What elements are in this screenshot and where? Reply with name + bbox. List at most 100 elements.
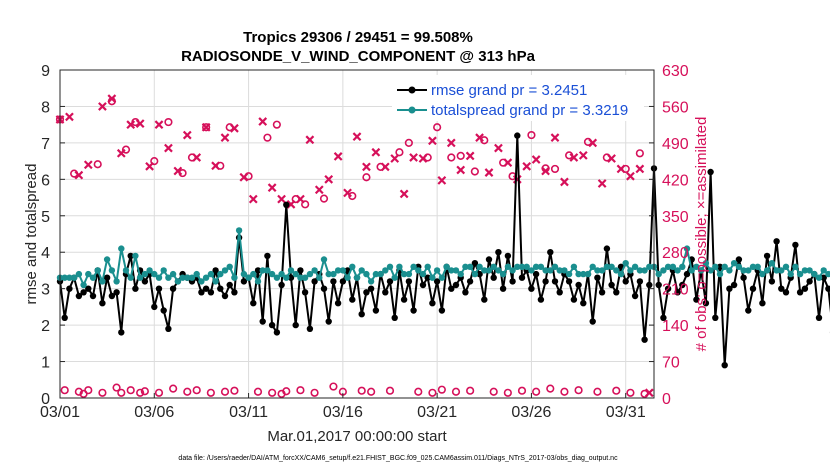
rmse-point — [509, 278, 516, 285]
totalspread-point — [108, 267, 116, 274]
totalspread-point — [584, 270, 592, 278]
rmse-point — [528, 285, 535, 292]
totalspread-point — [349, 263, 356, 270]
x-tick-label: 03/26 — [511, 404, 551, 421]
rmse-point — [405, 278, 413, 285]
totalspread-point — [311, 267, 318, 274]
y-tick-label-right: 140 — [662, 318, 689, 335]
totalspread-point — [344, 274, 351, 281]
rmse-point — [716, 263, 724, 270]
rmse-point — [749, 285, 757, 292]
rmse-point — [565, 278, 573, 285]
totalspread-point — [471, 270, 479, 278]
x-axis-label: Mar.01,2017 00:00:00 start — [267, 428, 447, 445]
obs-possible-point — [560, 387, 569, 396]
obs-possible-point — [272, 120, 281, 129]
obs-assimilated-point — [239, 172, 249, 182]
rmse-point — [231, 289, 238, 296]
rmse-point — [471, 260, 479, 267]
totalspread-point — [523, 263, 530, 270]
rmse-point — [419, 281, 427, 289]
totalspread-point — [424, 263, 431, 270]
totalspread-point — [485, 267, 493, 274]
rmse-point — [721, 362, 728, 369]
rmse-point — [113, 289, 120, 296]
obs-possible-point — [362, 173, 371, 182]
y-tick-label: 7 — [41, 136, 50, 153]
obs-possible-point — [121, 145, 131, 154]
totalspread-point — [250, 270, 257, 278]
totalspread-point — [499, 270, 507, 278]
totalspread-point — [278, 270, 285, 278]
y-axis-right: 0 70 140 210 280 350 420 490 560 630 — [649, 63, 689, 408]
totalspread-point — [796, 270, 804, 278]
obs-assimilated-point — [230, 123, 239, 133]
totalspread-point — [815, 274, 823, 281]
rmse-point — [683, 270, 691, 278]
totalspread-point — [745, 267, 752, 274]
totalspread-point — [792, 263, 799, 270]
totalspread-point — [433, 267, 441, 274]
totalspread-point — [617, 270, 625, 278]
obs-assimilated-point — [399, 189, 409, 199]
totalspread-point — [169, 270, 177, 278]
rmse-point — [297, 267, 304, 274]
totalspread-point — [316, 274, 323, 281]
totalspread-point — [306, 270, 314, 278]
data-file-footer: data file: /Users/raeder/DAI/ATM_forcXX/… — [178, 455, 618, 462]
rmse-point — [712, 314, 719, 321]
rmse-point — [782, 289, 790, 296]
rmse-point — [603, 245, 611, 252]
obs-possible-point — [635, 149, 644, 158]
totalspread-point — [358, 267, 365, 274]
obs-assimilated-point — [116, 148, 126, 158]
obs-assimilated-point — [569, 153, 579, 162]
rmse-point — [778, 285, 785, 292]
rmse-point — [386, 278, 394, 285]
totalspread-point — [518, 263, 526, 270]
obs-assimilated-point — [371, 147, 381, 157]
rmse-point — [664, 285, 672, 292]
totalspread-point — [613, 267, 620, 274]
rmse-point — [537, 296, 545, 303]
obs-possible-point — [220, 387, 230, 396]
totalspread-point — [396, 263, 403, 270]
rmse-point — [334, 300, 342, 307]
obs-assimilated-point — [446, 138, 456, 148]
totalspread-point — [217, 270, 224, 278]
rmse-point — [660, 314, 667, 321]
obs-assimilated-point — [211, 161, 220, 171]
legend-box — [392, 75, 644, 121]
totalspread-point — [113, 278, 120, 285]
obs-assimilated-point — [74, 170, 84, 180]
obs-possible-point — [414, 387, 423, 396]
totalspread-point — [466, 263, 474, 270]
obs-possible-point — [164, 117, 173, 127]
obs-possible-point — [367, 387, 376, 396]
totalspread-point — [429, 274, 436, 281]
y-tick-label: 2 — [41, 318, 50, 335]
totalspread-point — [570, 263, 578, 270]
totalspread-point — [462, 263, 469, 270]
rmse-point — [207, 289, 215, 296]
obs-assimilated-point — [428, 136, 437, 146]
totalspread-point — [103, 256, 111, 263]
x-tick-label: 03/11 — [229, 404, 268, 421]
rmse-point — [339, 278, 347, 285]
rmse-point — [641, 336, 648, 343]
rmse-point — [613, 289, 620, 296]
totalspread-point — [768, 260, 776, 267]
rmse-point — [532, 270, 540, 278]
rmse-point — [598, 289, 606, 296]
y-tick-label-right: 350 — [662, 209, 689, 226]
obs-assimilated-point — [201, 122, 211, 132]
obs-possible-point — [136, 388, 145, 397]
rmse-point — [462, 289, 469, 296]
rmse-point — [264, 252, 271, 260]
rmse-point — [165, 325, 172, 332]
y-tick-label-right: 70 — [662, 355, 680, 372]
rmse-point — [99, 300, 106, 307]
rmse-point — [108, 292, 116, 300]
rmse-point — [273, 329, 281, 336]
obs-assimilated-point — [135, 119, 145, 129]
